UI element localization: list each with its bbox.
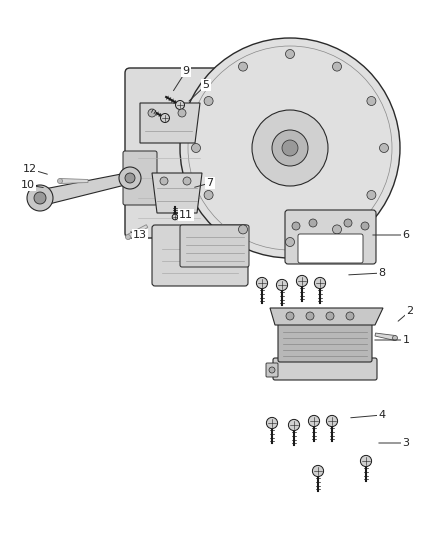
Text: 2: 2	[406, 306, 413, 316]
FancyBboxPatch shape	[180, 225, 249, 267]
Circle shape	[239, 225, 247, 234]
Text: 4: 4	[378, 410, 385, 420]
Circle shape	[239, 62, 247, 71]
Circle shape	[252, 110, 328, 186]
Polygon shape	[375, 333, 396, 341]
Circle shape	[286, 238, 294, 246]
FancyBboxPatch shape	[285, 210, 376, 264]
FancyBboxPatch shape	[273, 358, 377, 380]
Circle shape	[176, 101, 184, 109]
Text: 10: 10	[21, 180, 35, 190]
Polygon shape	[270, 308, 383, 325]
Circle shape	[119, 167, 141, 189]
Circle shape	[34, 192, 46, 204]
Circle shape	[204, 190, 213, 199]
Text: 13: 13	[133, 230, 147, 240]
Circle shape	[178, 109, 186, 117]
Polygon shape	[127, 225, 148, 239]
Circle shape	[346, 312, 354, 320]
Circle shape	[332, 62, 342, 71]
Circle shape	[367, 96, 376, 106]
Circle shape	[309, 219, 317, 227]
Circle shape	[272, 130, 308, 166]
Text: 5: 5	[202, 80, 209, 90]
Polygon shape	[60, 179, 88, 183]
Circle shape	[297, 276, 307, 287]
Circle shape	[326, 415, 338, 426]
Text: 1: 1	[403, 335, 410, 345]
FancyBboxPatch shape	[298, 234, 363, 263]
Circle shape	[306, 312, 314, 320]
Text: 6: 6	[403, 230, 410, 240]
Text: 12: 12	[23, 164, 37, 174]
Circle shape	[286, 312, 294, 320]
Text: 7: 7	[206, 178, 214, 188]
Circle shape	[392, 335, 398, 341]
Text: 9: 9	[183, 66, 190, 76]
Circle shape	[314, 277, 325, 288]
Circle shape	[27, 185, 53, 211]
Circle shape	[286, 50, 294, 59]
Circle shape	[172, 214, 178, 220]
Circle shape	[308, 415, 320, 426]
Circle shape	[344, 219, 352, 227]
Circle shape	[183, 177, 191, 185]
Circle shape	[256, 277, 268, 288]
FancyBboxPatch shape	[266, 363, 278, 377]
Circle shape	[160, 114, 170, 123]
Circle shape	[292, 222, 300, 230]
Circle shape	[125, 173, 135, 183]
Circle shape	[360, 455, 371, 466]
Circle shape	[332, 225, 342, 234]
Circle shape	[367, 190, 376, 199]
Circle shape	[148, 109, 156, 117]
Polygon shape	[152, 173, 202, 213]
Circle shape	[379, 143, 389, 152]
Circle shape	[361, 222, 369, 230]
Polygon shape	[38, 173, 131, 206]
Circle shape	[180, 38, 400, 258]
Circle shape	[57, 179, 63, 183]
Circle shape	[266, 417, 278, 429]
Text: 11: 11	[179, 210, 193, 220]
Circle shape	[288, 419, 300, 431]
Circle shape	[126, 235, 131, 239]
Circle shape	[312, 465, 324, 477]
Circle shape	[326, 312, 334, 320]
FancyBboxPatch shape	[123, 151, 157, 205]
Text: 3: 3	[403, 438, 410, 448]
Polygon shape	[140, 103, 200, 143]
FancyBboxPatch shape	[278, 323, 372, 362]
FancyBboxPatch shape	[125, 68, 305, 238]
Circle shape	[282, 140, 298, 156]
Circle shape	[269, 367, 275, 373]
FancyBboxPatch shape	[152, 225, 248, 286]
Circle shape	[191, 143, 201, 152]
Circle shape	[160, 177, 168, 185]
Circle shape	[276, 279, 288, 290]
Circle shape	[204, 96, 213, 106]
Text: 8: 8	[378, 268, 385, 278]
